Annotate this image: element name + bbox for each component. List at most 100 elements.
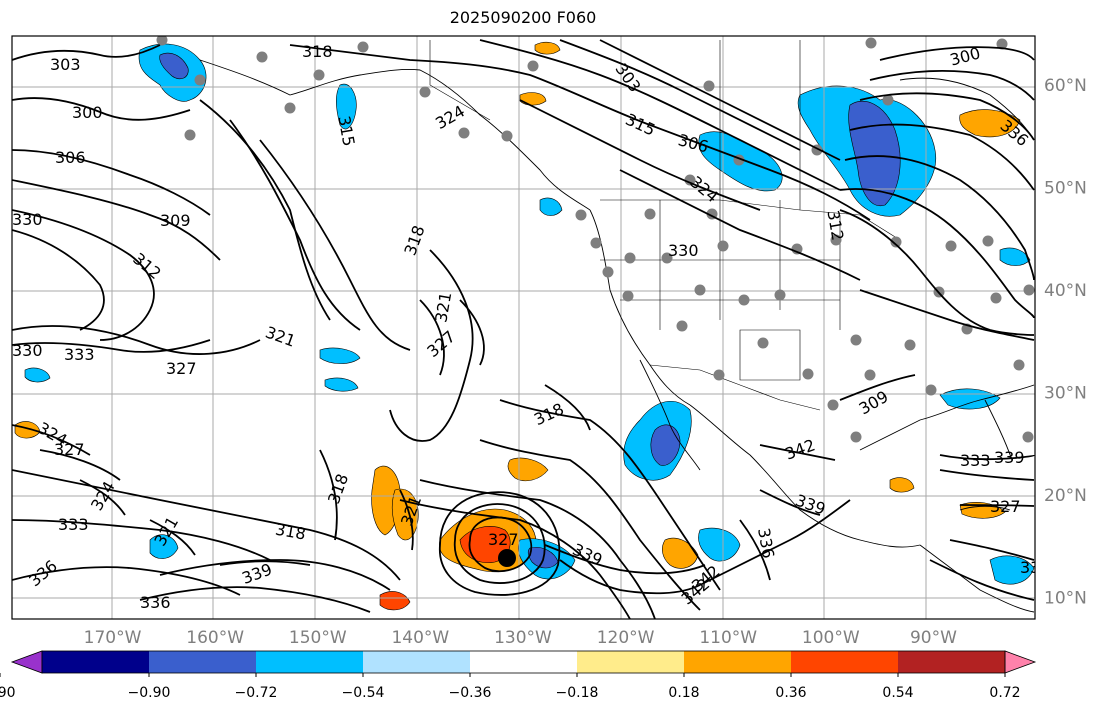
latitude-tick-label: 10°N	[1044, 588, 1087, 608]
colorbar-tick-label: 0.90	[0, 685, 16, 701]
colorbar-tick-label: 0.18	[668, 685, 699, 701]
contour-339-west-south	[219, 560, 311, 566]
contour-306-ne	[859, 92, 1035, 141]
contour-label: 306	[55, 148, 86, 167]
shade-cyclone-red	[459, 526, 511, 563]
contour-label: 330	[12, 210, 43, 229]
latitude-labels: 60°N 50°N 40°N 30°N 20°N 10°N	[1044, 76, 1087, 608]
colorbar-tick-label: −0.36	[449, 685, 492, 701]
contour-label: 336	[140, 593, 171, 612]
contour-324-west2	[79, 479, 126, 516]
contour-label: 318	[302, 42, 333, 61]
colorbar-tick-label: −0.90	[128, 685, 171, 701]
station-markers	[156, 36, 1035, 443]
border-us-mexico	[649, 364, 821, 411]
coast-mexico	[689, 404, 921, 548]
contour-321-ne	[859, 289, 1035, 341]
contour-342-cyclone	[559, 559, 701, 595]
latitude-tick-label: 20°N	[1044, 486, 1087, 506]
contour-318-ne	[839, 209, 1035, 336]
coast-alaska	[199, 59, 591, 211]
colorbar-segment	[42, 651, 149, 673]
contour-324-north	[519, 99, 761, 211]
contour-318-north	[289, 44, 871, 221]
contour-330-ne	[619, 169, 861, 281]
contour-cyclone-3	[439, 491, 561, 596]
contour-309-north	[479, 39, 841, 191]
contour-324-west	[12, 424, 91, 456]
colorbar-tick-label: 0.36	[775, 685, 806, 701]
contour-318-central	[389, 249, 474, 442]
contour-lines	[12, 39, 1035, 619]
shade-blue-se	[989, 555, 1035, 585]
contour-342-mexico	[699, 499, 851, 586]
contour-300-ne	[879, 46, 1035, 61]
contour-336-mexico	[739, 519, 771, 581]
shade-blue-pacnw	[539, 197, 563, 216]
contour-339-south	[159, 559, 391, 591]
shade-blue-ne	[999, 247, 1031, 266]
contour-label: 309	[160, 211, 191, 230]
contour-label: 300	[72, 103, 103, 122]
longitude-tick-label: 140°W	[391, 628, 449, 648]
contour-label: 327	[488, 530, 519, 549]
contour-label: 333	[64, 345, 95, 364]
map-frame	[11, 35, 1036, 620]
longitude-tick-label: 160°W	[186, 628, 244, 648]
contour-318-oval	[544, 384, 591, 431]
graticule	[12, 36, 1035, 619]
contour-label: 330	[668, 241, 699, 260]
contour-330-w	[12, 229, 105, 331]
coast-central-am	[919, 544, 1035, 613]
contour-label: 339	[1020, 558, 1051, 577]
latitude-tick-label: 40°N	[1044, 281, 1087, 301]
shade-blue-west	[24, 367, 51, 383]
contour-label: 333	[58, 515, 89, 534]
contour-324-se	[419, 479, 656, 619]
contour-303-nw	[12, 44, 161, 61]
contour-318-central2	[319, 449, 338, 541]
contour-label: 330	[12, 341, 43, 360]
cyclone-center-marker	[498, 549, 516, 567]
contour-303-north	[559, 39, 801, 151]
shade-blue-sw	[149, 534, 179, 559]
contour-318-south	[12, 469, 401, 581]
longitude-tick-label: 170°W	[84, 628, 142, 648]
shade-orange-n	[534, 41, 561, 55]
contour-312-ne	[844, 155, 1035, 281]
coast-cuba	[959, 505, 1011, 511]
contour-303-ne	[869, 69, 1035, 101]
colorbar-segment	[470, 651, 577, 673]
contour-330-gulf	[939, 469, 1035, 481]
shade-mexico-orange	[661, 537, 699, 569]
contour-336-south	[12, 566, 241, 596]
contour-315-ne	[839, 188, 1035, 319]
colorbar-tick-label: −0.54	[342, 685, 385, 701]
contour-306-north	[599, 39, 841, 161]
colorbar-segment	[256, 651, 363, 673]
shade-blue-mid-north	[319, 347, 361, 364]
longitude-tick-label: 120°W	[597, 628, 655, 648]
colorbar-tick-label: 0.54	[882, 685, 913, 701]
contour-333-w	[12, 339, 211, 353]
longitude-tick-label: 110°W	[699, 628, 757, 648]
contour-321-mid	[259, 139, 411, 351]
colorbar-segment	[684, 651, 791, 673]
contour-309-ne	[849, 123, 1035, 191]
longitude-tick-label: 150°W	[289, 628, 347, 648]
colorbar-extend-min	[10, 650, 43, 674]
contour-label: 339	[994, 448, 1025, 467]
contour-318-jet	[229, 119, 361, 331]
contour-327-central	[459, 299, 485, 366]
map-title: 2025090200 F060	[449, 8, 597, 27]
contour-321-central2	[399, 489, 414, 551]
longitude-tick-label: 90°W	[910, 628, 957, 648]
colorbar-tick-label: 0.72	[989, 685, 1020, 701]
latitude-tick-label: 60°N	[1044, 76, 1087, 96]
contour-cyclone-2	[453, 503, 546, 584]
shade-orange-rim	[507, 457, 549, 482]
contour-333-south	[12, 519, 271, 561]
colorbar-tick-label: −0.72	[235, 685, 278, 701]
shading-layer	[14, 41, 1035, 611]
